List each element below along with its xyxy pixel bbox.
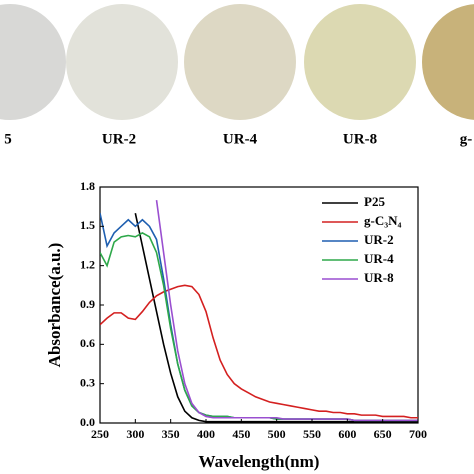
x-tick-label: 350: [162, 427, 180, 441]
x-tick-label: 300: [126, 427, 144, 441]
plot-lines: [100, 200, 418, 423]
x-axis-label: Wavelength(nm): [199, 452, 320, 471]
series-line: [155, 200, 418, 422]
powder-photo: [66, 4, 178, 120]
y-tick-label: 0.3: [80, 375, 95, 389]
legend-label: UR-4: [364, 251, 394, 266]
powder-photos: [0, 4, 474, 120]
x-tick-label: 500: [268, 427, 286, 441]
legend-label: UR-2: [364, 232, 394, 247]
y-tick-label: 1.8: [80, 179, 95, 193]
powder-photo: [184, 4, 296, 120]
x-tick-label: 650: [374, 427, 392, 441]
y-axis-label: Absorbance(a.u.): [45, 243, 64, 368]
series-line: [100, 284, 418, 419]
x-tick-label: 400: [197, 427, 215, 441]
y-tick-label: 0.6: [80, 336, 95, 350]
powder-photo: [0, 4, 66, 120]
legend-label: UR-8: [364, 270, 394, 285]
y-tick-label: 1.2: [80, 257, 95, 271]
y-tick-label: 1.5: [80, 218, 95, 232]
legend-label: g-C₃N₄: [364, 213, 402, 228]
sample-label: UR-4: [223, 131, 258, 147]
y-tick-label: 0.9: [80, 297, 95, 311]
x-tick-label: 450: [232, 427, 250, 441]
sample-label: UR-8: [343, 131, 377, 147]
x-tick-label: 600: [338, 427, 356, 441]
powder-photo: [304, 4, 416, 120]
powder-photo: [422, 4, 474, 120]
x-tick-label: 700: [409, 427, 427, 441]
sample-label: 5: [4, 131, 12, 147]
sample-label: UR-2: [102, 131, 136, 147]
sample-label: g-: [460, 131, 473, 147]
y-tick-label: 0.0: [80, 415, 95, 429]
legend-label: P25: [364, 194, 385, 209]
x-tick-label: 550: [303, 427, 321, 441]
x-tick-label: 250: [91, 427, 109, 441]
